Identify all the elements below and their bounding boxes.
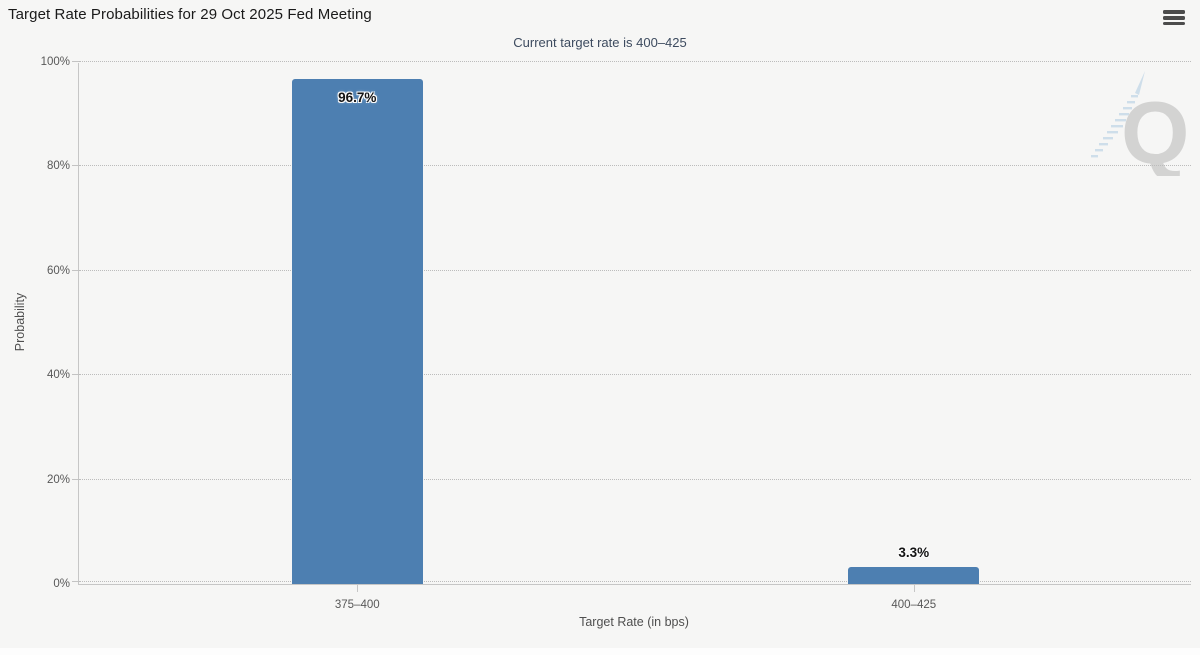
bar-value-label: 3.3% — [898, 544, 930, 560]
hamburger-icon — [1163, 21, 1185, 26]
x-tick — [357, 585, 359, 592]
gridline — [72, 165, 1191, 167]
watermark-letter: Q — [1121, 83, 1189, 176]
plot-area: Q 0% 20% 40% 60% 80% 100% 96.7% 375–400 3.3% 400–… — [41, 56, 1191, 611]
bar-400–425[interactable] — [848, 566, 980, 584]
y-tick-label: 20% — [46, 473, 70, 486]
gridline — [72, 374, 1191, 376]
bar-375–400[interactable] — [291, 79, 423, 584]
hamburger-icon — [1163, 16, 1185, 20]
footer-strip — [0, 648, 1200, 655]
y-tick-label: 40% — [46, 369, 70, 382]
y-tick-label: 80% — [46, 160, 70, 173]
hamburger-icon — [1163, 10, 1185, 14]
quikstrike-q-logo-icon: Q — [1091, 71, 1189, 176]
gridline — [72, 269, 1191, 271]
page-title: Target Rate Probabilities for 29 Oct 202… — [8, 6, 372, 23]
gridline — [72, 581, 1191, 582]
x-tick — [913, 585, 915, 592]
chart-subtitle: Current target rate is 400–425 — [513, 35, 687, 50]
bar-value-label: 96.7% — [338, 90, 377, 106]
gridline — [72, 478, 1191, 480]
gridline — [72, 61, 1191, 62]
x-tick-label: 375–400 — [334, 599, 380, 611]
hamburger-menu-button[interactable] — [1162, 10, 1186, 28]
x-tick-label: 400–425 — [891, 599, 937, 611]
x-axis-title: Target Rate (in bps) — [579, 615, 689, 629]
y-axis-title: Probability — [13, 292, 27, 352]
y-tick-label: 0% — [53, 578, 70, 590]
y-tick-label: 100% — [40, 56, 70, 68]
y-tick-label: 60% — [46, 264, 70, 277]
